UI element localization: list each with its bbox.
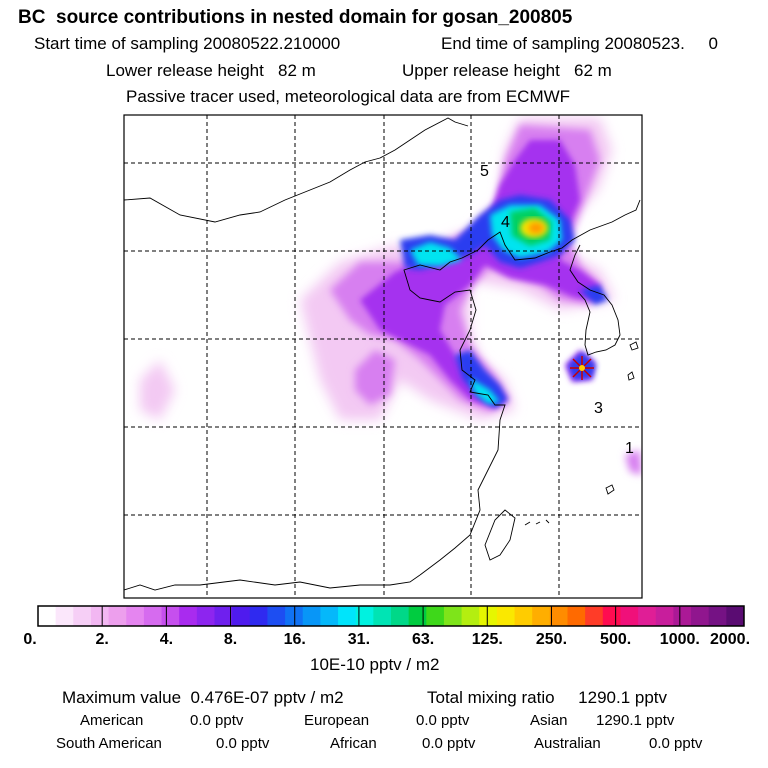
- receptor-star-icon: [570, 356, 594, 380]
- colorbar-tick-label: 2000.: [709, 631, 751, 648]
- colorbar-swatch: [73, 606, 92, 626]
- colorbar-swatch: [638, 606, 657, 626]
- maximum-value: Maximum value 0.476E-07 pptv / m2: [62, 688, 344, 707]
- colorbar-swatch: [196, 606, 215, 626]
- marker-3: 3: [594, 400, 603, 417]
- colorbar-tick-label: 500.: [600, 631, 632, 648]
- marker-5: 5: [480, 163, 489, 180]
- colorbar-swatch: [479, 606, 498, 626]
- colorbar-swatch: [620, 606, 639, 626]
- colorbar-tick-label: 63.: [411, 631, 435, 648]
- colorbar-swatch: [514, 606, 533, 626]
- colorbar-swatch: [585, 606, 604, 626]
- colorbar-swatch: [426, 606, 445, 626]
- colorbar-swatch: [691, 606, 710, 626]
- colorbar-swatch: [302, 606, 321, 626]
- asian-value: 1290.1 pptv: [596, 712, 675, 729]
- lat-lon-grid: [124, 115, 642, 598]
- asian-label: Asian: [530, 712, 568, 729]
- colorbar-swatch: [179, 606, 198, 626]
- end-time-label: End time of sampling 20080523. 0: [441, 34, 718, 53]
- upper-release-height: Upper release height 62 m: [402, 61, 612, 80]
- colorbar-swatch: [90, 606, 110, 626]
- colorbar-swatch: [673, 606, 692, 626]
- colorbar-swatch: [549, 606, 568, 626]
- colorbar-tick-label: 0.: [23, 631, 37, 648]
- colorbar-swatch: [55, 606, 74, 626]
- colorbar-swatch: [108, 606, 127, 626]
- colorbar-tick-label: 125.: [471, 631, 503, 648]
- colorbar-tick-label: 1000.: [659, 631, 700, 648]
- start-time-label: Start time of sampling 20080522.210000: [34, 34, 341, 53]
- marker-4: 4: [501, 214, 510, 231]
- colorbar-swatch: [408, 606, 427, 626]
- colorbar-swatch: [126, 606, 145, 626]
- colorbar-swatch: [496, 606, 516, 626]
- colorbar-swatch: [461, 606, 480, 626]
- colorbar-unit: 10E-10 pptv / m2: [310, 655, 440, 674]
- colorbar-swatch: [214, 606, 233, 626]
- colorbar-tick-label: 2.: [95, 631, 109, 648]
- american-value: 0.0 pptv: [190, 712, 244, 729]
- colorbar-swatch: [38, 606, 57, 626]
- colorbar-swatch: [232, 606, 251, 626]
- colorbar-swatch: [355, 606, 374, 626]
- colorbar-tick-label: 8.: [223, 631, 238, 648]
- tracer-note: Passive tracer used, meteorological data…: [126, 87, 571, 106]
- colorbar-tick-label: 16.: [283, 631, 306, 648]
- south-american-label: South American: [56, 735, 162, 752]
- colorbar-swatch: [726, 606, 745, 626]
- colorbar-swatch: [285, 606, 304, 626]
- map-frame: [123, 114, 643, 599]
- colorbar-swatch: [443, 606, 463, 626]
- lower-release-height: Lower release height 82 m: [106, 61, 316, 80]
- concentration-field: [140, 118, 642, 475]
- colorbar-tick-label: 31.: [347, 631, 371, 648]
- australian-value: 0.0 pptv: [649, 735, 703, 752]
- coastlines: [124, 117, 641, 591]
- european-label: European: [304, 712, 370, 729]
- colorbar-swatch: [373, 606, 392, 626]
- colorbar-swatch: [267, 606, 286, 626]
- african-label: African: [330, 735, 377, 752]
- colorbar-swatch: [532, 606, 551, 626]
- colorbar-swatch: [602, 606, 621, 626]
- colorbar-tick-label: 4.: [159, 631, 174, 648]
- african-value: 0.0 pptv: [422, 735, 476, 752]
- colorbar-swatch: [320, 606, 339, 626]
- colorbar-swatch: [249, 606, 268, 626]
- colorbar-swatch: [391, 606, 410, 626]
- colorbar: [37, 605, 745, 627]
- total-mixing-ratio: Total mixing ratio 1290.1 pptv: [427, 688, 668, 707]
- colorbar-swatch: [655, 606, 674, 626]
- colorbar-swatch: [567, 606, 586, 626]
- american-label: American: [80, 712, 144, 729]
- colorbar-swatch: [338, 606, 357, 626]
- european-value: 0.0 pptv: [416, 712, 470, 729]
- colorbar-swatch: [708, 606, 727, 626]
- marker-1: 1: [625, 440, 634, 457]
- colorbar-tick-label: 250.: [535, 631, 568, 648]
- colorbar-swatch: [143, 606, 163, 626]
- colorbar-swatch: [161, 606, 180, 626]
- map-title: BC source contributions in nested domain…: [18, 7, 573, 28]
- south-american-value: 0.0 pptv: [216, 735, 270, 752]
- colorbar-frame: [37, 605, 745, 627]
- australian-label: Australian: [534, 735, 601, 752]
